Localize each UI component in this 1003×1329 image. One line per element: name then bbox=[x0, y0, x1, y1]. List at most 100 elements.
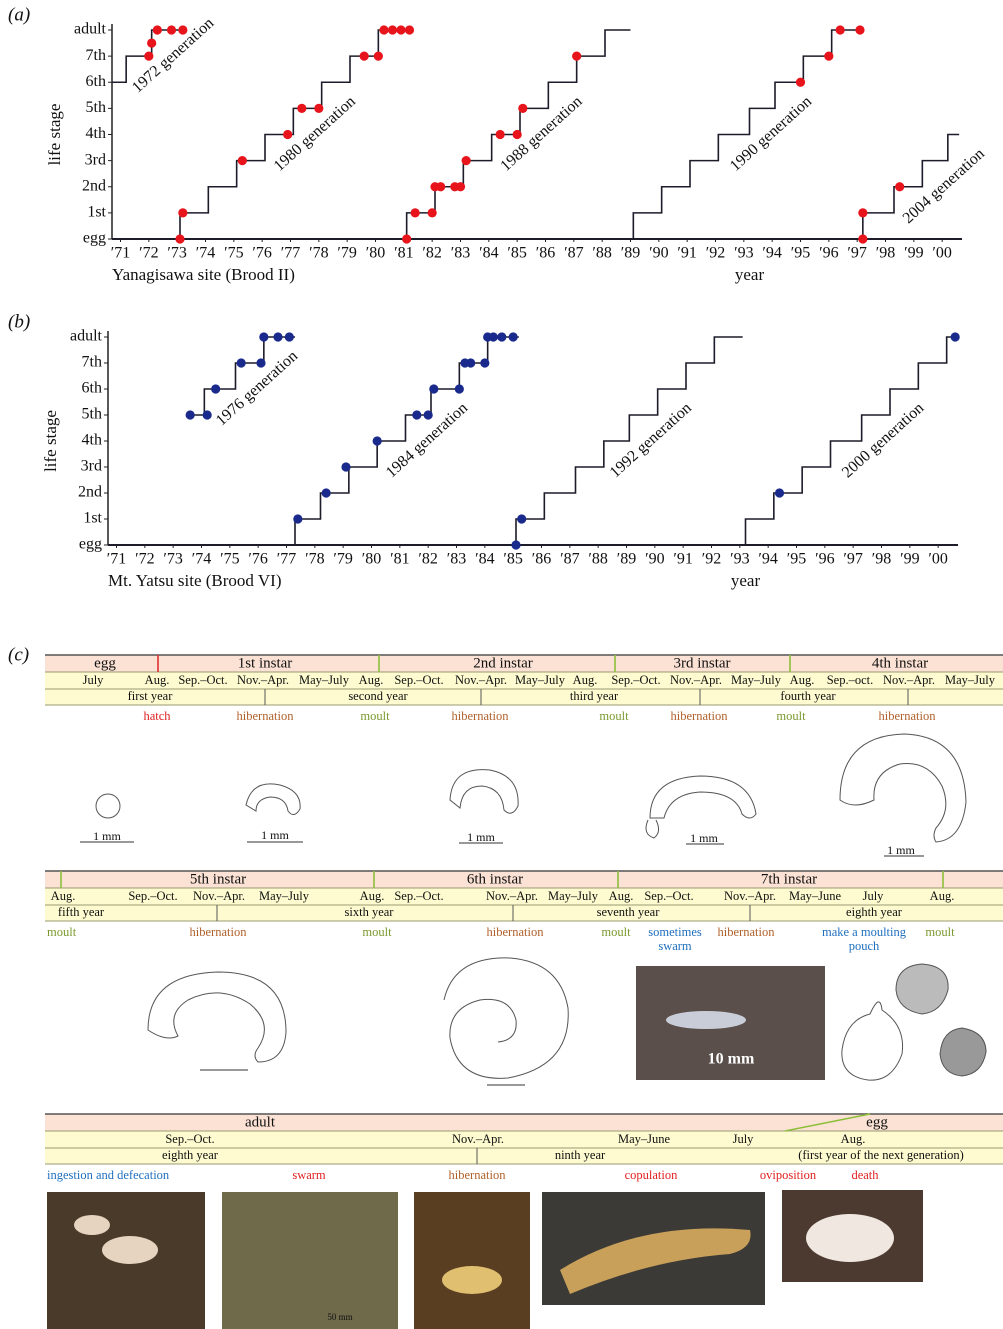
month-label: Nov.–Apr. bbox=[883, 673, 935, 687]
x-tick-label: ′71 bbox=[107, 551, 127, 568]
step-line bbox=[295, 337, 519, 545]
site-label: Yanagisawa site (Brood II) bbox=[112, 265, 295, 284]
month-label: Nov.–Apr. bbox=[237, 673, 289, 687]
x-tick-label: ′97 bbox=[847, 245, 867, 262]
y-tick-label: 6th bbox=[86, 73, 106, 90]
y-tick-label: 2nd bbox=[78, 484, 102, 501]
x-tick-label: ′91 bbox=[673, 551, 693, 568]
x-tick-label: ′99 bbox=[904, 245, 924, 262]
panel-label: (b) bbox=[8, 311, 30, 332]
x-tick-label: ′85 bbox=[507, 245, 527, 262]
event-label: moult bbox=[360, 709, 390, 723]
x-tick-label: ′82 bbox=[422, 245, 442, 262]
x-tick-label: ′86 bbox=[536, 245, 556, 262]
x-tick-label: ′92 bbox=[702, 551, 722, 568]
year-bar bbox=[45, 689, 1003, 705]
month-label: Nov.–Apr. bbox=[193, 889, 245, 903]
month-label: May–July bbox=[515, 673, 566, 687]
x-tick-label: ′79 bbox=[337, 245, 357, 262]
year-label: fourth year bbox=[780, 689, 836, 703]
event-label: pouch bbox=[849, 939, 880, 953]
photo-subject bbox=[102, 1236, 158, 1264]
month-label: May–July bbox=[299, 673, 350, 687]
event-label: swarm bbox=[658, 939, 692, 953]
month-label: Aug. bbox=[930, 889, 955, 903]
x-tick-label: ′82 bbox=[418, 551, 438, 568]
month-label: Aug. bbox=[573, 673, 598, 687]
x-tick-label: ′94 bbox=[762, 245, 782, 262]
observation-dot bbox=[855, 25, 864, 34]
observation-dot bbox=[237, 358, 246, 367]
x-tick-label: ′92 bbox=[706, 245, 726, 262]
observation-dot bbox=[775, 488, 784, 497]
event-label: moult bbox=[362, 925, 392, 939]
y-axis-label: life stage bbox=[45, 104, 64, 166]
x-tick-label: ′76 bbox=[248, 551, 268, 568]
pouch-drawing bbox=[842, 1002, 903, 1080]
y-tick-label: 3rd bbox=[85, 151, 106, 168]
month-label: Aug. bbox=[609, 889, 634, 903]
figure: (a)life stageegg1st2nd3rd4th5th6th7thadu… bbox=[0, 0, 1003, 1329]
egg-drawing bbox=[96, 794, 120, 818]
x-tick-label: ′84 bbox=[479, 245, 499, 262]
month-label: Sep.–Oct. bbox=[394, 889, 443, 903]
observation-dot bbox=[153, 25, 162, 34]
observation-dot bbox=[496, 130, 505, 139]
x-tick-label: ′76 bbox=[252, 245, 272, 262]
x-tick-label: ′86 bbox=[532, 551, 552, 568]
larva-drawing bbox=[840, 734, 966, 842]
month-label: May–June bbox=[618, 1132, 671, 1146]
scale-label: 1 mm bbox=[261, 828, 289, 842]
observation-dot bbox=[293, 514, 302, 523]
month-label: July bbox=[733, 1132, 755, 1146]
y-tick-label: 5th bbox=[86, 99, 106, 116]
observation-dot bbox=[167, 25, 176, 34]
larva-drawing bbox=[148, 972, 286, 1062]
y-axis-label: life stage bbox=[41, 410, 60, 472]
larva-drawing bbox=[246, 784, 300, 815]
x-tick-label: ′73 bbox=[167, 245, 187, 262]
event-label: moult bbox=[47, 925, 77, 939]
x-tick-label: ′74 bbox=[192, 551, 212, 568]
event-label: hibernation bbox=[879, 709, 937, 723]
x-tick-label: ′72 bbox=[139, 245, 159, 262]
x-tick-label: ′96 bbox=[819, 245, 839, 262]
x-tick-label: ′96 bbox=[815, 551, 835, 568]
photo bbox=[222, 1192, 398, 1329]
month-label: Sep.–oct. bbox=[827, 673, 874, 687]
year-label: first year bbox=[128, 689, 174, 703]
observation-dot bbox=[517, 514, 526, 523]
month-label: May–July bbox=[945, 673, 996, 687]
event-label: swarm bbox=[292, 1168, 326, 1182]
month-label: Nov.–Apr. bbox=[724, 889, 776, 903]
x-tick-label: ′74 bbox=[196, 245, 216, 262]
observation-dot bbox=[489, 332, 498, 341]
site-label: Mt. Yatsu site (Brood VI) bbox=[108, 571, 281, 590]
stage-label: 4th instar bbox=[872, 655, 928, 671]
x-tick-label: ′93 bbox=[730, 551, 750, 568]
month-label: Sep.–Oct. bbox=[128, 889, 177, 903]
event-label: hibernation bbox=[671, 709, 729, 723]
month-label: Aug. bbox=[790, 673, 815, 687]
event-label: moult bbox=[601, 925, 631, 939]
x-tick-label: ′88 bbox=[588, 551, 608, 568]
observation-dot bbox=[429, 384, 438, 393]
month-label: Aug. bbox=[359, 673, 384, 687]
observation-dot bbox=[238, 156, 247, 165]
photo bbox=[414, 1192, 530, 1329]
y-tick-label: adult bbox=[74, 21, 107, 38]
x-tick-label: ′78 bbox=[305, 551, 325, 568]
observation-dot bbox=[314, 104, 323, 113]
event-label: make a moulting bbox=[822, 925, 907, 939]
event-label: hibernation bbox=[452, 709, 510, 723]
x-tick-label: ′80 bbox=[362, 551, 382, 568]
event-label: sometimes bbox=[648, 925, 702, 939]
x-tick-label: ′75 bbox=[224, 245, 244, 262]
year-label: (first year of the next generation) bbox=[798, 1148, 964, 1162]
observation-dot bbox=[405, 25, 414, 34]
observation-dot bbox=[186, 410, 195, 419]
event-label: hibernation bbox=[718, 925, 776, 939]
step-line bbox=[746, 337, 956, 545]
observation-dot bbox=[796, 78, 805, 87]
y-tick-label: 1st bbox=[83, 510, 102, 527]
